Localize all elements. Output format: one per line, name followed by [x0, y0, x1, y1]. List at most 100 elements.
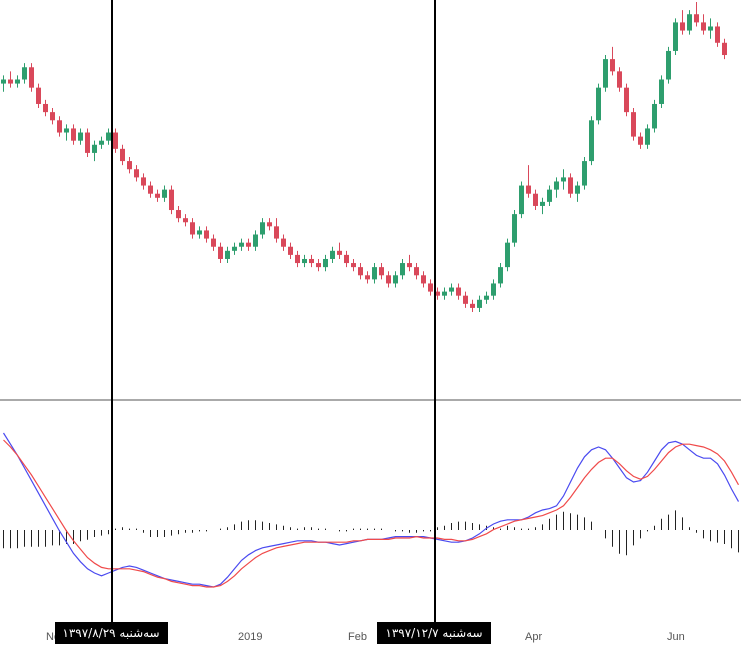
- candle[interactable]: [246, 238, 251, 251]
- candle[interactable]: [302, 254, 307, 268]
- candle[interactable]: [43, 99, 48, 117]
- candle[interactable]: [407, 254, 412, 272]
- crosshairs[interactable]: سه‌شنبه ۱۳۹۷/۸/۲۹ سه‌شنبه ۱۳۹۷/۱۲/۷: [55, 0, 491, 644]
- candle[interactable]: [330, 246, 335, 264]
- candle[interactable]: [624, 83, 629, 117]
- candle[interactable]: [526, 165, 531, 198]
- candle[interactable]: [589, 116, 594, 166]
- candle[interactable]: [519, 181, 524, 219]
- candle[interactable]: [78, 128, 83, 145]
- candle[interactable]: [197, 226, 202, 239]
- candle[interactable]: [274, 218, 279, 243]
- candle[interactable]: [134, 165, 139, 182]
- candle[interactable]: [64, 124, 69, 141]
- candle[interactable]: [575, 181, 580, 202]
- candle[interactable]: [386, 271, 391, 288]
- candle[interactable]: [449, 283, 454, 296]
- candle[interactable]: [29, 63, 34, 92]
- candle[interactable]: [225, 246, 230, 264]
- candle[interactable]: [477, 295, 482, 312]
- candle[interactable]: [722, 38, 727, 60]
- candle[interactable]: [456, 283, 461, 300]
- candle[interactable]: [540, 197, 545, 215]
- candle[interactable]: [267, 218, 272, 231]
- candle[interactable]: [596, 83, 601, 125]
- candle[interactable]: [337, 242, 342, 259]
- candle[interactable]: [659, 75, 664, 109]
- candle[interactable]: [281, 234, 286, 251]
- candle[interactable]: [582, 157, 587, 190]
- candle[interactable]: [701, 14, 706, 35]
- candle[interactable]: [295, 250, 300, 268]
- candle[interactable]: [71, 124, 76, 145]
- candle[interactable]: [176, 205, 181, 223]
- candle[interactable]: [106, 128, 111, 145]
- candle[interactable]: [169, 185, 174, 215]
- candle[interactable]: [1, 75, 6, 92]
- candle[interactable]: [85, 128, 90, 157]
- candle[interactable]: [351, 258, 356, 272]
- candle[interactable]: [533, 189, 538, 211]
- candle[interactable]: [22, 63, 27, 84]
- candle[interactable]: [484, 291, 489, 304]
- candle[interactable]: [442, 287, 447, 300]
- candle[interactable]: [715, 22, 720, 47]
- candle[interactable]: [414, 263, 419, 280]
- candle[interactable]: [162, 185, 167, 202]
- candle[interactable]: [694, 2, 699, 27]
- candle[interactable]: [554, 177, 559, 198]
- candle[interactable]: [498, 263, 503, 288]
- candle[interactable]: [372, 263, 377, 284]
- candle[interactable]: [323, 254, 328, 272]
- candle[interactable]: [435, 287, 440, 300]
- candle[interactable]: [141, 173, 146, 190]
- candle[interactable]: [50, 108, 55, 125]
- candle[interactable]: [92, 140, 97, 162]
- candle[interactable]: [379, 263, 384, 280]
- candle[interactable]: [344, 250, 349, 268]
- candle[interactable]: [708, 18, 713, 39]
- candle[interactable]: [99, 136, 104, 149]
- candle[interactable]: [428, 279, 433, 296]
- candle[interactable]: [470, 299, 475, 312]
- candle[interactable]: [218, 242, 223, 264]
- candle[interactable]: [645, 124, 650, 149]
- candle[interactable]: [603, 55, 608, 92]
- candle[interactable]: [652, 99, 657, 133]
- candle[interactable]: [666, 46, 671, 84]
- candle[interactable]: [673, 18, 678, 56]
- candle[interactable]: [491, 279, 496, 300]
- candle[interactable]: [687, 10, 692, 35]
- candle[interactable]: [610, 46, 615, 76]
- candle[interactable]: [512, 210, 517, 247]
- candle[interactable]: [211, 234, 216, 251]
- candle[interactable]: [120, 144, 125, 166]
- candle[interactable]: [57, 116, 62, 137]
- candle[interactable]: [358, 263, 363, 280]
- candle[interactable]: [617, 67, 622, 92]
- candle[interactable]: [463, 291, 468, 308]
- candle[interactable]: [561, 169, 566, 190]
- candle[interactable]: [316, 258, 321, 272]
- candle[interactable]: [204, 226, 209, 243]
- candle[interactable]: [365, 271, 370, 284]
- candle[interactable]: [631, 108, 636, 141]
- candle[interactable]: [232, 242, 237, 255]
- candle[interactable]: [393, 271, 398, 288]
- candle[interactable]: [113, 128, 118, 153]
- candle[interactable]: [183, 214, 188, 227]
- candle[interactable]: [253, 230, 258, 251]
- candle[interactable]: [127, 157, 132, 174]
- candle[interactable]: [547, 185, 552, 206]
- candle[interactable]: [568, 173, 573, 198]
- candle[interactable]: [155, 189, 160, 202]
- candle[interactable]: [505, 238, 510, 272]
- candle[interactable]: [190, 218, 195, 239]
- candle[interactable]: [421, 271, 426, 288]
- candle[interactable]: [239, 238, 244, 251]
- price-pane[interactable]: [1, 2, 727, 312]
- candle[interactable]: [400, 258, 405, 280]
- candle[interactable]: [260, 218, 265, 239]
- candle[interactable]: [148, 181, 153, 198]
